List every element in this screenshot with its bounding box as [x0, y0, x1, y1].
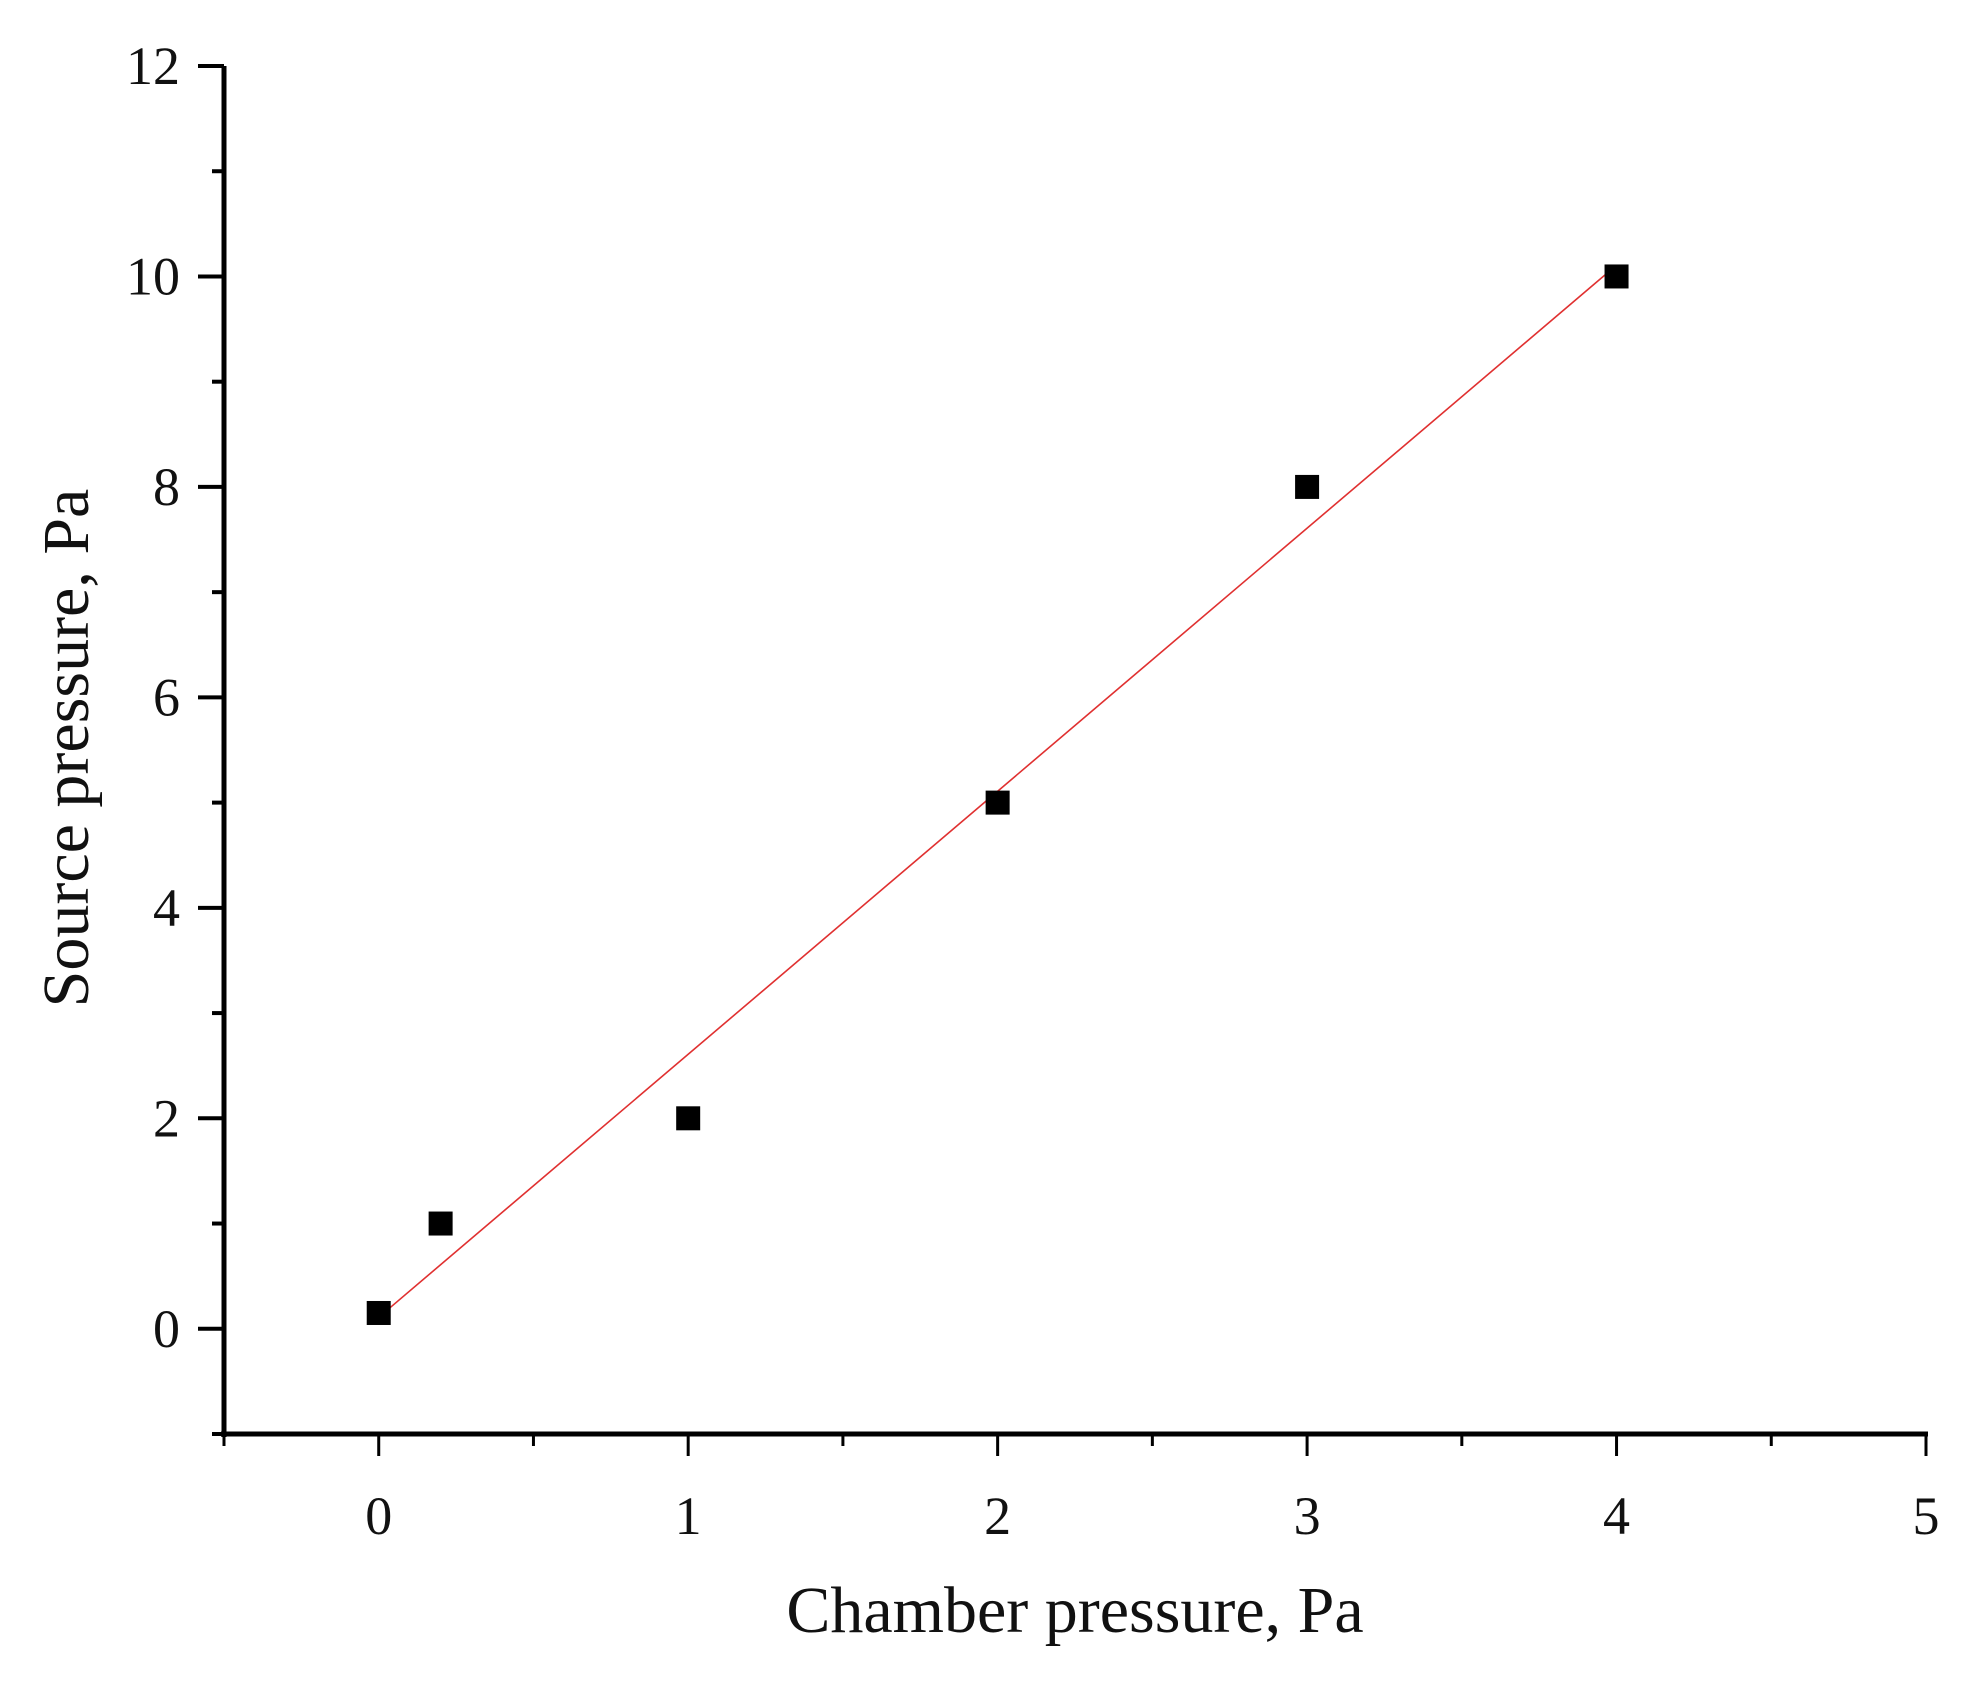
- x-tick-label: 5: [1913, 1486, 1940, 1546]
- data-point: [428, 1211, 453, 1236]
- x-tick-label: 0: [365, 1486, 392, 1546]
- y-tick-label: 6: [153, 667, 180, 727]
- y-tick-label: 0: [153, 1299, 180, 1359]
- y-tick-label: 2: [153, 1088, 180, 1148]
- y-axis-label: Source pressure, Pa: [30, 489, 103, 1008]
- data-points: [366, 264, 1629, 1325]
- x-axis-label: Chamber pressure, Pa: [786, 1574, 1363, 1647]
- data-point: [1295, 474, 1320, 499]
- data-point: [985, 790, 1010, 815]
- y-tick-label: 10: [126, 246, 180, 306]
- data-point: [676, 1106, 701, 1131]
- x-tick-label: 2: [984, 1486, 1011, 1546]
- x-tick-label: 3: [1294, 1486, 1321, 1546]
- x-tick-label: 4: [1603, 1486, 1630, 1546]
- y-tick-label: 12: [126, 36, 180, 96]
- y-tick-label: 4: [153, 878, 180, 938]
- x-tick-label: 1: [675, 1486, 702, 1546]
- data-point: [1604, 264, 1629, 289]
- y-tick-label: 8: [153, 457, 180, 517]
- data-point: [366, 1300, 391, 1325]
